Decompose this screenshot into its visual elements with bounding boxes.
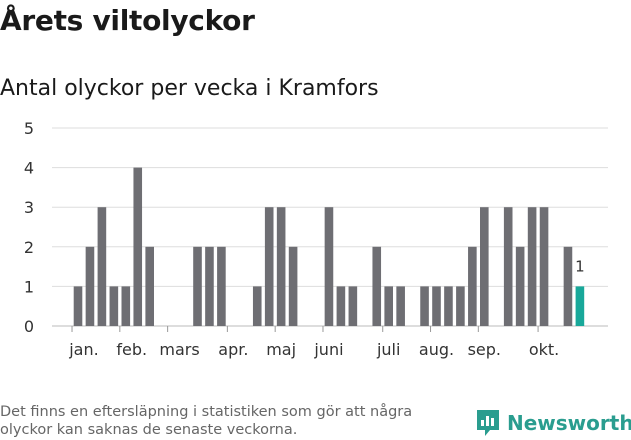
bar [264, 207, 274, 326]
y-tick-label: 1 [24, 277, 34, 296]
y-tick-label: 2 [24, 238, 34, 257]
y-axis: 0 1 2 3 4 5 [24, 119, 34, 336]
bar [145, 246, 154, 326]
data-label: 1 [575, 257, 585, 275]
y-tick-label: 4 [24, 159, 34, 178]
bar [480, 207, 489, 326]
bar [121, 286, 131, 326]
x-tick-label: juni [313, 340, 343, 359]
newsworthy-logo-icon [477, 410, 499, 436]
bar [420, 286, 429, 326]
bar [276, 207, 286, 326]
bar-highlight [575, 286, 585, 326]
bar [456, 286, 465, 326]
chart-title: Årets viltolyckor [0, 4, 255, 37]
x-axis: jan. feb. mars apr. maj juni juli aug. sep. okt. [68, 326, 559, 359]
bars: 1 [73, 167, 585, 326]
bar [205, 246, 214, 326]
bar [336, 286, 346, 326]
chart-subtitle: Antal olyckor per vecka i Kramfors [0, 76, 379, 101]
x-tick-label: maj [266, 340, 296, 359]
footnote: Det finns en eftersläpning i statistiken… [0, 404, 413, 438]
x-tick-label: apr. [218, 340, 248, 359]
x-tick-label: feb. [116, 340, 147, 359]
bar [515, 246, 525, 326]
bar [73, 286, 83, 326]
brand-name: Newsworthy [507, 411, 631, 435]
bar [563, 246, 573, 326]
bar [217, 246, 226, 326]
x-tick-label: aug. [419, 340, 454, 359]
bar [468, 246, 477, 326]
bar [396, 286, 405, 326]
y-tick-label: 3 [24, 198, 34, 217]
x-tick-label: okt. [529, 340, 559, 359]
bar [193, 246, 202, 326]
bar [252, 286, 262, 326]
bar [444, 286, 453, 326]
bar [288, 246, 298, 326]
bar [527, 207, 537, 326]
bar [372, 246, 382, 326]
x-tick-label: jan. [68, 340, 98, 359]
bar [109, 286, 119, 326]
y-tick-label: 5 [24, 119, 34, 138]
x-tick-label: juli [376, 340, 400, 359]
bar [85, 246, 95, 326]
bar [432, 286, 441, 326]
newsworthy-logo[interactable]: Newsworthy [475, 406, 631, 440]
bar [503, 207, 513, 326]
bar [97, 207, 107, 326]
x-tick-label: mars [159, 340, 199, 359]
bar [539, 207, 549, 326]
bar [133, 167, 143, 326]
bar-chart: 0 1 2 3 4 5 1 jan. feb. mars apr. maj juni juli aug.… [24, 119, 608, 359]
bar [348, 286, 358, 326]
bar [384, 286, 393, 326]
bar [324, 207, 334, 326]
x-tick-label: sep. [468, 340, 501, 359]
y-tick-label: 0 [24, 317, 34, 336]
